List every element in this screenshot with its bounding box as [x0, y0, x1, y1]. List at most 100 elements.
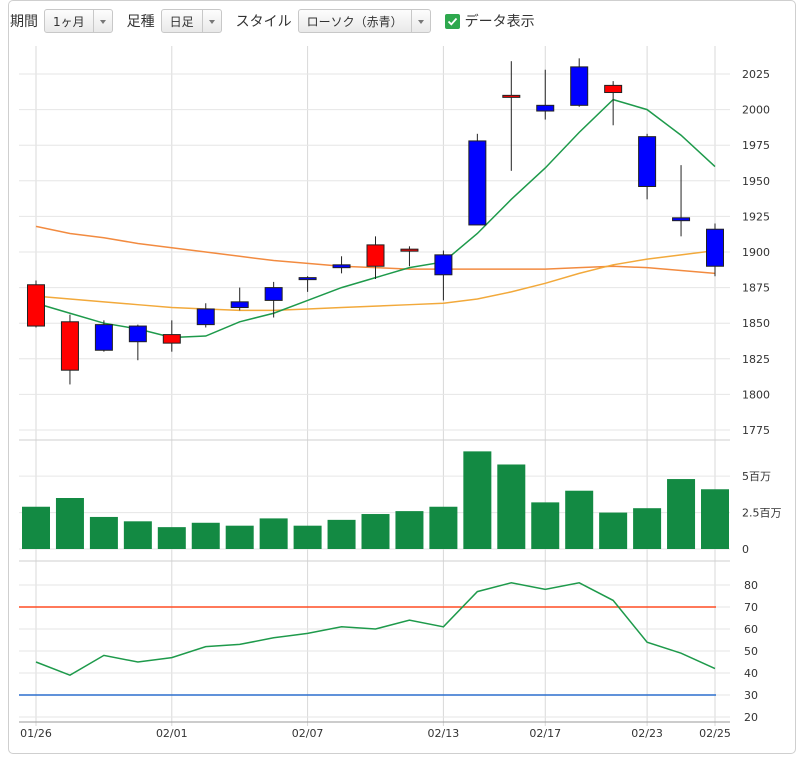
style-select-value: ローソク（赤青） [306, 14, 403, 29]
volume-bar [633, 508, 662, 549]
candle [94, 320, 113, 352]
volume-bar [429, 506, 458, 549]
chevron-down-icon [201, 10, 221, 32]
candle-body [604, 84, 623, 94]
volume-bar [565, 490, 594, 549]
data-display-label[interactable]: データ表示 [464, 14, 535, 30]
candle [400, 246, 419, 267]
candle-body [162, 334, 181, 344]
volume-bar [667, 479, 696, 549]
candle-body [196, 308, 215, 326]
candle-body [27, 284, 45, 327]
style-select[interactable]: ローソク（赤青） [297, 9, 431, 33]
chart-frame [8, 0, 796, 754]
price-tick-label: 2025 [742, 68, 770, 81]
candle-body [434, 254, 453, 276]
price-tick-label: 1875 [742, 282, 770, 295]
candle-body [400, 248, 419, 252]
price-tick-label: 1900 [742, 246, 770, 259]
rsi-tick-label: 50 [744, 645, 758, 658]
candle [502, 61, 521, 171]
candle-body [570, 66, 589, 106]
volume-bar [395, 511, 424, 549]
candle-body [706, 228, 724, 267]
data-display-checkbox[interactable] [444, 13, 460, 29]
candle [60, 314, 79, 385]
volume-bar [463, 451, 492, 549]
candle [434, 250, 453, 301]
volume-bar [497, 464, 526, 549]
candle [162, 320, 181, 352]
date-tick-label: 02/25 [699, 727, 731, 740]
date-tick-label: 02/07 [292, 727, 324, 740]
rsi-tick-label: 20 [744, 711, 758, 724]
candle [604, 81, 623, 126]
volume-tick-label: 0 [742, 543, 749, 556]
price-tick-label: 1975 [742, 139, 770, 152]
period-label: 期間 [10, 14, 38, 30]
candle-body [94, 324, 113, 351]
interval-select-value: 日足 [169, 14, 194, 29]
date-tick-label: 02/23 [631, 727, 663, 740]
date-tick-label: 01/26 [20, 727, 52, 740]
interval-select[interactable]: 日足 [160, 9, 222, 33]
candle [570, 58, 589, 107]
price-tick-label: 2000 [742, 104, 770, 117]
candle-body [60, 321, 79, 371]
rsi-line [35, 582, 716, 677]
candle-body [128, 325, 147, 343]
chevron-down-icon [410, 10, 430, 32]
candle-body [672, 217, 691, 222]
period-select-value: 1ヶ月 [53, 14, 85, 29]
rsi-tick-label: 40 [744, 667, 758, 680]
candle-body [230, 301, 249, 309]
ma-short-line [35, 98, 716, 339]
candle [196, 303, 215, 328]
toolbar: 期間 1ヶ月 足種 日足 スタイル ローソク（赤青） データ表示 [10, 7, 790, 35]
rsi-tick-label: 80 [744, 579, 758, 592]
candle-body [468, 140, 487, 226]
rsi-tick-label: 60 [744, 623, 758, 636]
candle [536, 69, 555, 120]
candle [128, 324, 147, 361]
chevron-down-icon [92, 10, 112, 32]
volume-bar [225, 525, 254, 549]
volume-bar [123, 521, 152, 549]
volume-tick-label: 5百万 [742, 470, 771, 483]
price-tick-label: 1950 [742, 175, 770, 188]
rsi-tick-label: 30 [744, 689, 758, 702]
price-tick-label: 1775 [742, 424, 770, 437]
candle [638, 133, 657, 200]
style-label: スタイル [235, 14, 292, 30]
candle-body [264, 287, 283, 301]
price-tick-label: 1850 [742, 317, 770, 330]
price-tick-label: 1800 [742, 388, 770, 401]
volume-bar [259, 518, 288, 549]
candle [332, 256, 351, 274]
ma-mid-line [35, 249, 716, 312]
volume-bar [55, 498, 84, 549]
period-select[interactable]: 1ヶ月 [44, 9, 113, 33]
candle [706, 223, 724, 277]
candle-body [638, 136, 657, 187]
candle-body [366, 244, 385, 267]
candle-body [332, 264, 351, 269]
date-tick-label: 02/17 [529, 727, 561, 740]
price-tick-label: 1925 [742, 210, 770, 223]
price-tick-label: 1825 [742, 353, 770, 366]
volume-bar [701, 489, 729, 549]
date-tick-label: 02/13 [428, 727, 460, 740]
check-icon [447, 17, 457, 26]
volume-bar [157, 527, 186, 549]
candle [672, 165, 691, 237]
volume-bar [191, 522, 220, 549]
candle [366, 236, 385, 280]
grid-lines [19, 46, 730, 726]
candle [230, 287, 249, 311]
interval-label: 足種 [126, 14, 155, 30]
date-tick-label: 02/01 [156, 727, 188, 740]
volume-bar [327, 519, 356, 549]
volume-bar [89, 516, 118, 549]
volume-bar [361, 514, 390, 549]
